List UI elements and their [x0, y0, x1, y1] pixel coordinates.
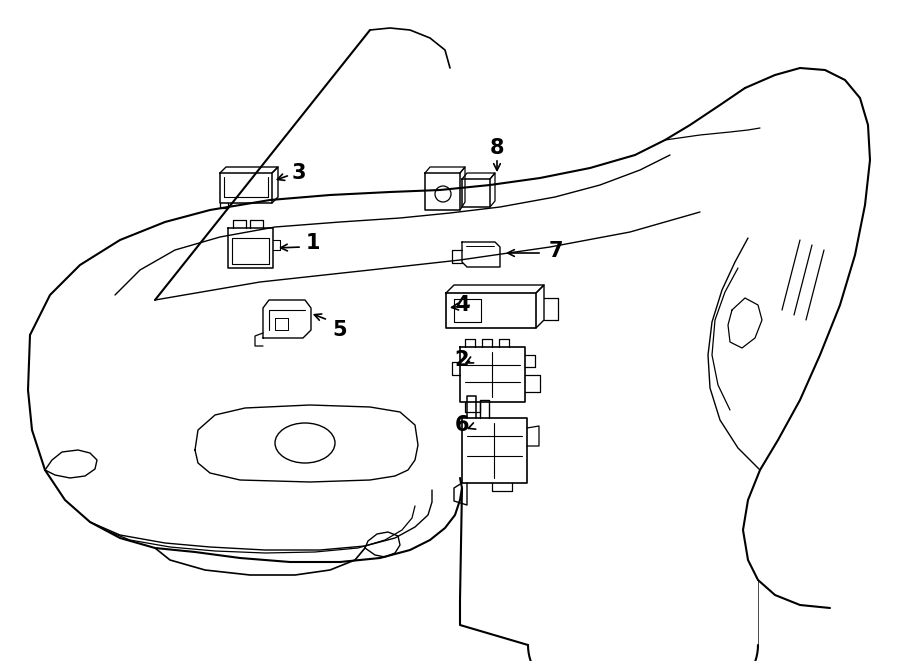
Text: 6: 6	[454, 415, 469, 435]
Text: 2: 2	[454, 350, 469, 370]
Text: 8: 8	[490, 138, 504, 158]
Text: 3: 3	[292, 163, 306, 183]
Text: 7: 7	[549, 241, 563, 261]
Text: 4: 4	[454, 295, 469, 315]
Text: 5: 5	[333, 320, 347, 340]
Text: 1: 1	[306, 233, 320, 253]
